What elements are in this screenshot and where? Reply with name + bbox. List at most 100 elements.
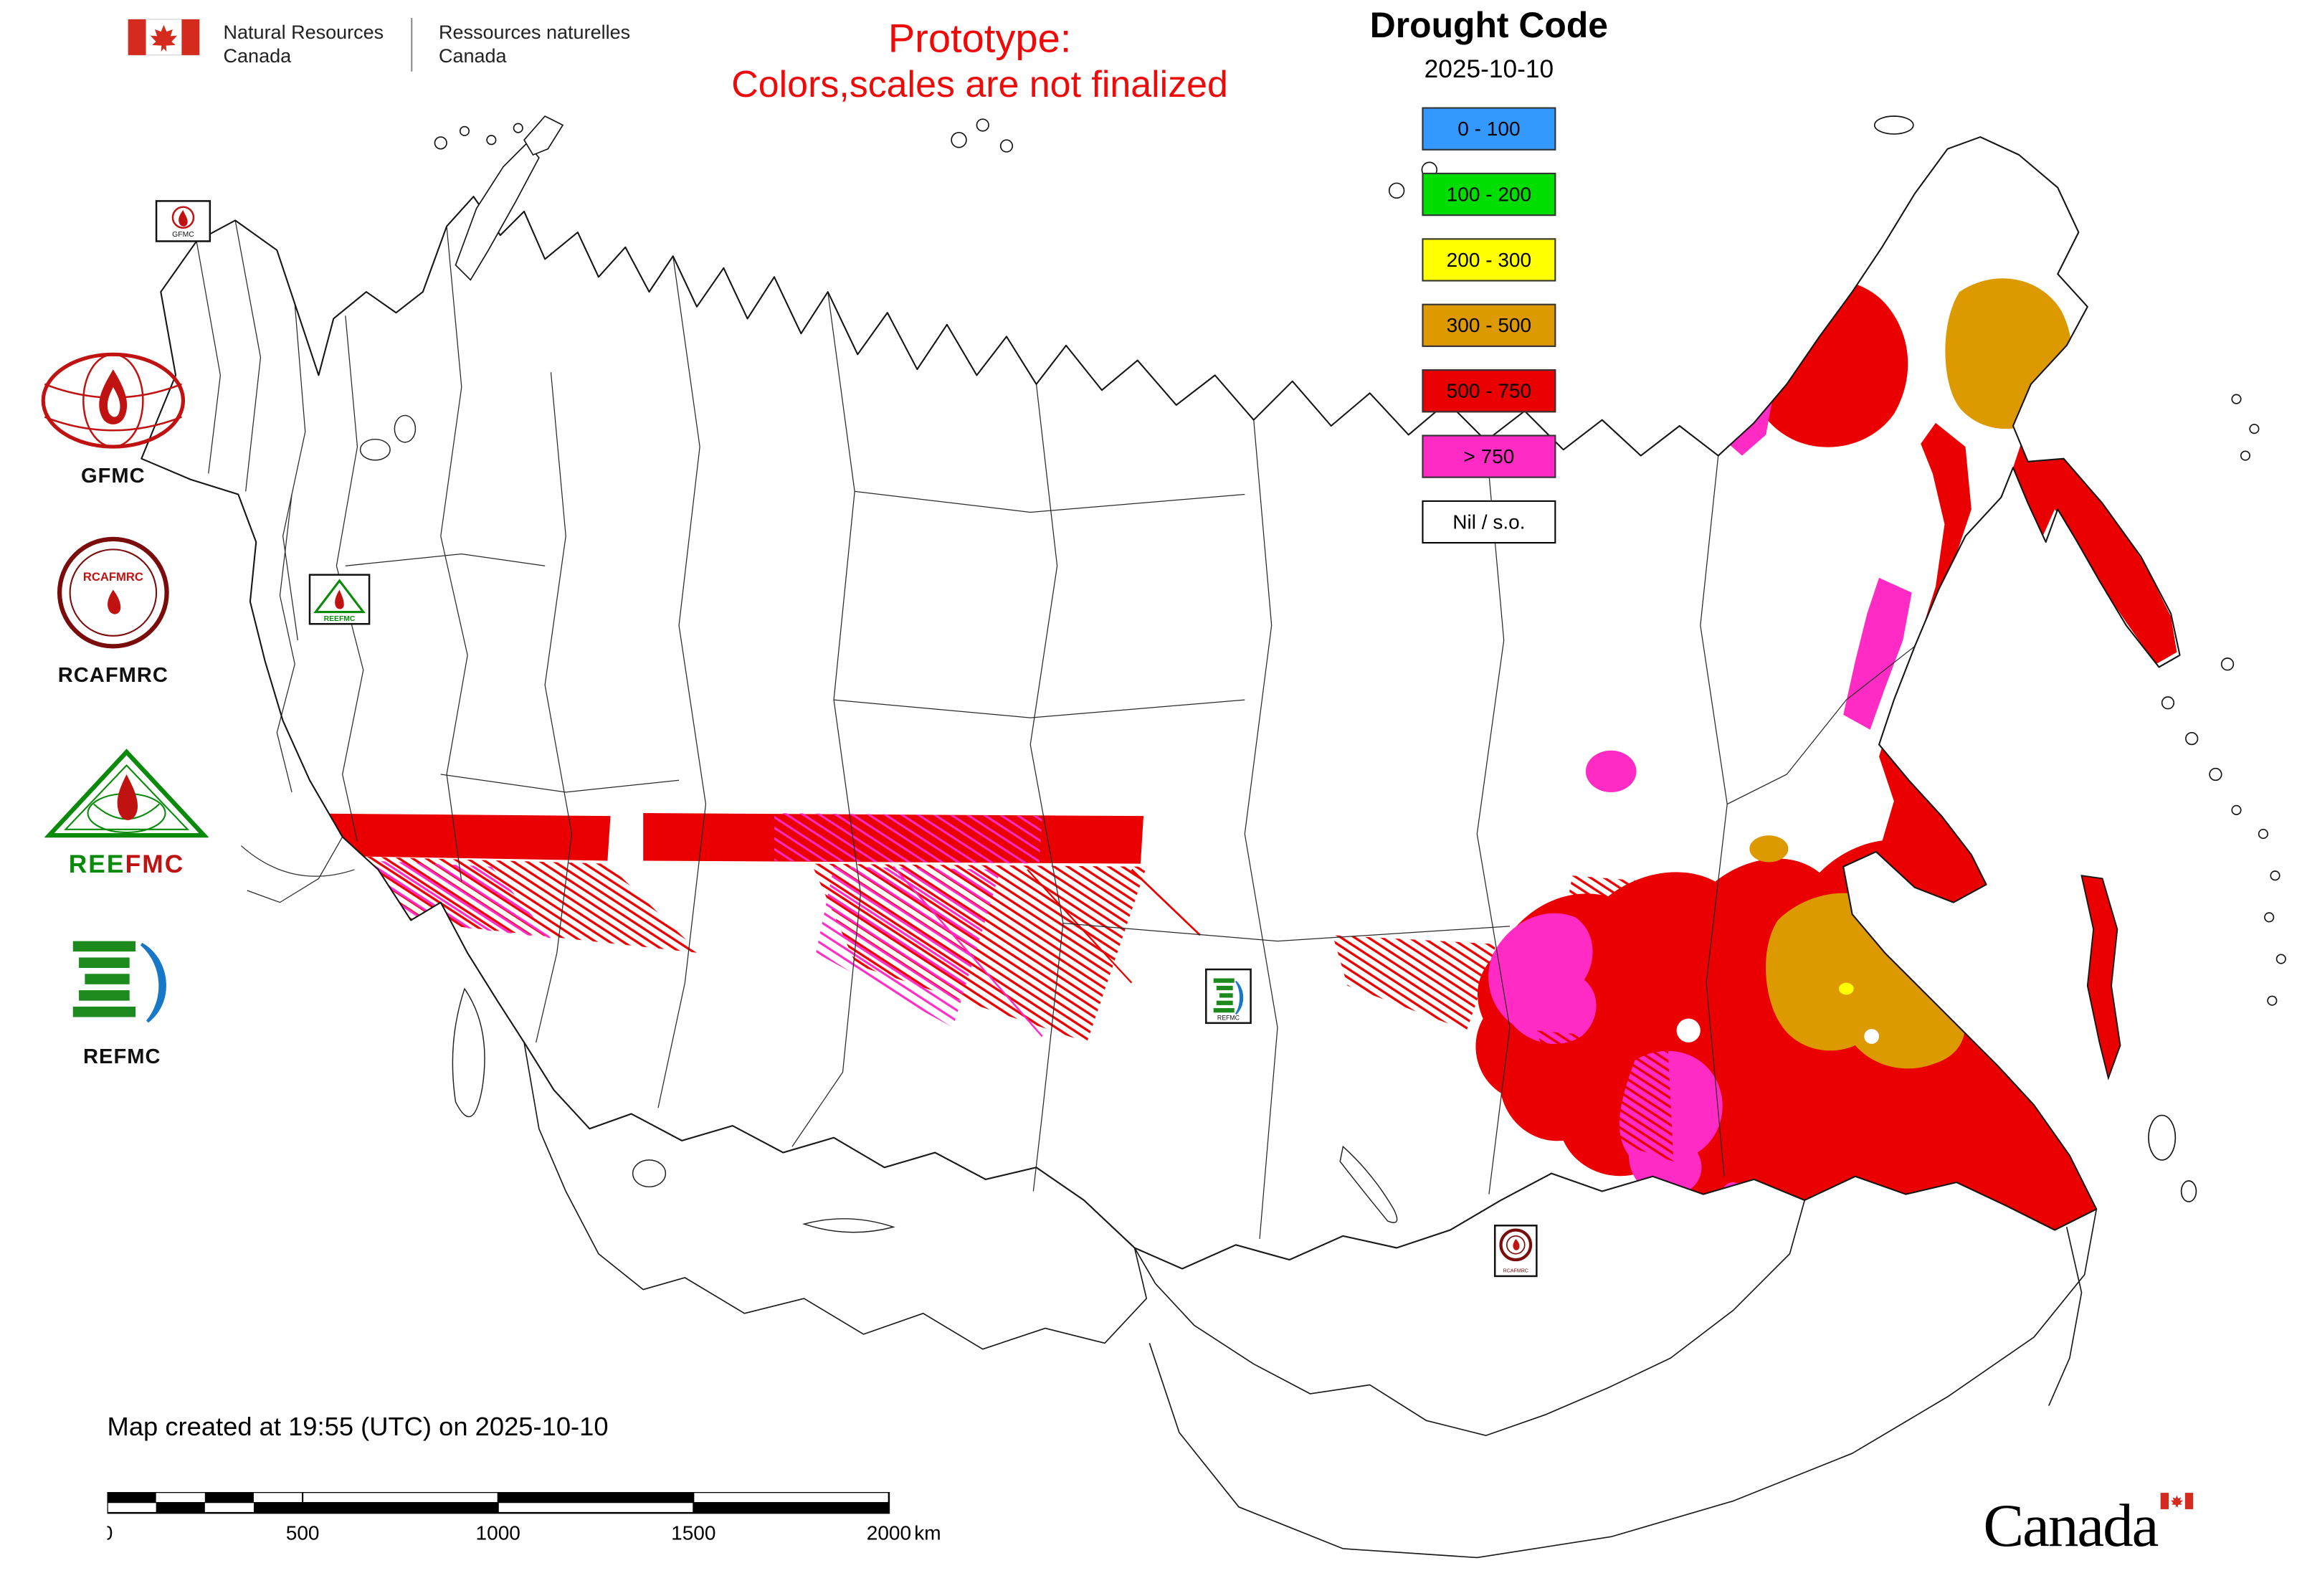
legend-label: 300 - 500 (1446, 314, 1532, 337)
canada-wordmark: Canada (1983, 1489, 2194, 1561)
rcafmrc-map-marker: RCAFMRC (1493, 1225, 1538, 1278)
legend-item-200-300: 200 - 300 (1422, 238, 1556, 282)
legend-title: Drought Code (1369, 6, 1609, 47)
reefmc-triangle-flame-icon (313, 579, 366, 614)
reefmc-map-marker: REEFMC (308, 574, 371, 625)
prototype-line2: Colors,scales are not finalized (731, 64, 1228, 106)
marker-label: GFMC (172, 231, 194, 239)
legend-label: 200 - 300 (1446, 248, 1532, 271)
streak-line (893, 865, 1043, 1037)
lake-baikal (1339, 1145, 1398, 1223)
scale-label-1500: 1500 (671, 1522, 715, 1544)
reefmc-label-red: FMC (125, 850, 185, 879)
nrcan-fr-line1: Ressources naturelles (438, 21, 631, 44)
china-outline (1148, 1209, 2098, 1559)
legend-item-over-750: > 750 (1422, 434, 1556, 478)
drought-region-red-okhotsk-strip (1879, 422, 1987, 900)
legend-date: 2025-10-10 (1424, 54, 1554, 84)
scale-label-0: 0 (108, 1522, 113, 1544)
streak-line (1131, 868, 1201, 936)
drought-region-yellow-spot-2 (1838, 982, 1854, 995)
legend-item-nil: Nil / s.o. (1422, 500, 1556, 544)
marker-label: REEFMC (324, 615, 356, 623)
legend-label: 0 - 100 (1457, 118, 1521, 141)
mongolia-outline (1133, 1172, 1806, 1436)
prototype-warning: Prototype: Colors,scales are not finaliz… (548, 15, 1412, 108)
scale-label-500: 500 (286, 1522, 320, 1544)
nil-hole (2070, 1116, 2093, 1138)
legend-item-100-200: 100 - 200 (1422, 172, 1556, 217)
streak-cluster-3 (1536, 1030, 1674, 1162)
streak-band-mid-magenta-mix (774, 812, 1042, 864)
refmc-logo-block: REFMC (54, 935, 191, 1068)
gfmc-map-marker: GFMC (155, 200, 211, 242)
reefmc-label: REEFMC (44, 850, 208, 880)
scale-label-2000: 2000 (867, 1522, 911, 1544)
canada-flag-icon (2160, 1493, 2194, 1509)
nrcan-en-line1: Natural Resources (223, 21, 384, 44)
map-created-text: Map created at 19:55 (UTC) on 2025-10-10 (107, 1411, 609, 1442)
drought-region-yellow-spot-1 (1885, 917, 1909, 936)
nrcan-signature: Natural Resources Canada Ressources natu… (128, 17, 630, 72)
legend-item-500-750: 500 - 750 (1422, 369, 1556, 413)
marker-label: REFMC (1217, 1015, 1240, 1022)
legend: Drought Code 2025-10-10 0 - 100 100 - 20… (1348, 6, 1631, 544)
rcafmrc-seal-icon: RCAFMRC (57, 536, 169, 649)
nil-hole (1795, 309, 1808, 322)
marker-label: RCAFMRC (1503, 1269, 1528, 1274)
streak-tails-mid-magenta (816, 866, 1001, 1028)
drought-region-red-small-south (1724, 1182, 1779, 1233)
canada-flag-icon (128, 19, 200, 56)
refmc-sigma-sail-icon (1213, 978, 1235, 1013)
admin-boundaries (196, 220, 1916, 1240)
legend-label: 500 - 750 (1446, 379, 1532, 402)
legend-item-0-100: 0 - 100 (1422, 107, 1556, 151)
reefmc-logo-block: REEFMC (44, 748, 209, 880)
refmc-label: REFMC (83, 1043, 161, 1068)
drought-region-red-chukotka (1751, 279, 1908, 447)
streak-cluster-2 (1566, 875, 1650, 929)
nrcan-en-line2: Canada (223, 44, 292, 67)
scale-label-1000: 1000 (476, 1522, 520, 1544)
streak-band-west (262, 812, 611, 861)
drought-region-red-kamchatka (2012, 440, 2177, 665)
reefmc-triangle-flame-icon (44, 749, 209, 838)
neighbour-borders (523, 1041, 2098, 1559)
rcafmrc-logo-block: RCAFMRC RCAFMRC (44, 536, 181, 686)
drought-region-magenta-circle (1585, 750, 1637, 792)
drought-region-orange-chukotka (1945, 278, 2073, 429)
nil-hole (1916, 953, 1944, 980)
scale-bar-cells (107, 1492, 890, 1514)
reefmc-label-green: REE (68, 850, 125, 879)
prototype-line1: Prototype: (888, 16, 1072, 62)
korea-outline (2048, 1227, 2083, 1406)
refmc-sigma-sail-icon (72, 941, 166, 1023)
legend-label: Nil / s.o. (1452, 510, 1526, 533)
legend-label: > 750 (1463, 445, 1515, 468)
drought-region-orange-spot (1749, 835, 1789, 863)
legend-item-300-500: 300 - 500 (1422, 303, 1556, 347)
lakes (359, 414, 1398, 1233)
streak-cluster-1 (1332, 935, 1497, 1031)
gfmc-globe-flame-icon (171, 206, 195, 229)
rcafmrc-seal-text: RCAFMRC (83, 570, 143, 584)
refmc-map-marker: REFMC (1205, 968, 1252, 1025)
gfmc-label: GFMC (80, 462, 146, 488)
streak-line (1027, 869, 1133, 984)
nrcan-fr-line2: Canada (438, 44, 507, 67)
nrcan-french: Ressources naturelles Canada (439, 18, 630, 69)
canada-wordmark-text: Canada (1983, 1490, 2159, 1559)
gfmc-logo-block: GFMC (39, 351, 188, 487)
drought-region-magenta-okhotsk-band (1843, 577, 1912, 730)
drought-region-magenta-west-edge (1488, 913, 1597, 1045)
scale-unit: km (914, 1522, 941, 1544)
nil-hole (1864, 1029, 1880, 1044)
nil-hole (1676, 1018, 1701, 1042)
scale-bar-labels: 0 500 1000 1500 2000 km (108, 1522, 941, 1544)
nrcan-english: Natural Resources Canada (224, 18, 384, 69)
legend-label: 100 - 200 (1446, 183, 1532, 206)
kazakhstan-outline (523, 1041, 1148, 1350)
scale-bar: 0 500 1000 1500 2000 km (107, 1492, 941, 1544)
